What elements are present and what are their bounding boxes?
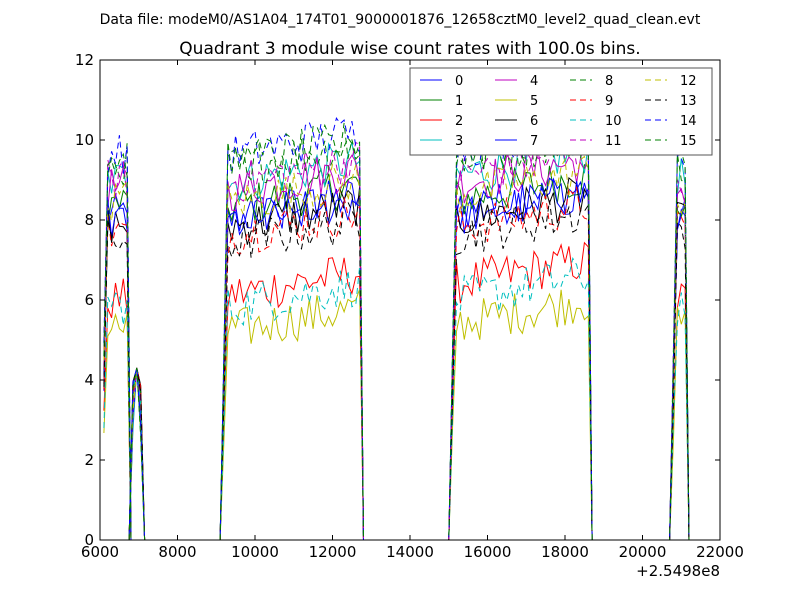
series-line-8 <box>103 122 690 541</box>
legend-label-3: 3 <box>455 134 463 149</box>
legend-label-9: 9 <box>605 94 613 109</box>
series-line-14 <box>103 109 690 541</box>
legend-label-15: 15 <box>680 134 697 149</box>
series-line-2 <box>103 241 690 541</box>
x-tick-label: 12000 <box>309 543 357 561</box>
y-tick-label: 0 <box>84 531 94 549</box>
series-line-4 <box>103 142 690 541</box>
legend-label-11: 11 <box>605 134 622 149</box>
chart-suptitle: Data file: modeM0/AS1A04_174T01_90000018… <box>100 12 701 28</box>
series-line-12 <box>103 155 690 541</box>
x-tick-label: 18000 <box>541 543 589 561</box>
y-tick-label: 4 <box>84 371 94 389</box>
series-line-1 <box>103 164 690 541</box>
legend-label-8: 8 <box>605 74 613 89</box>
x-axis: 6000 8000 10000 12000 14000 16000 18000 20000 22… <box>81 60 744 561</box>
series-line-13 <box>103 200 690 541</box>
plot-lines <box>103 109 690 541</box>
x-tick-label: 14000 <box>386 543 434 561</box>
y-tick-label: 2 <box>84 451 94 469</box>
y-tick-label: 8 <box>84 211 94 229</box>
legend-label-2: 2 <box>455 114 463 129</box>
series-line-15 <box>103 116 690 541</box>
legend-label-10: 10 <box>605 114 622 129</box>
chart-title: Quadrant 3 module wise count rates with … <box>179 39 640 59</box>
y-tick-label: 6 <box>84 291 94 309</box>
series-line-0 <box>103 177 690 541</box>
legend-label-7: 7 <box>530 134 538 149</box>
legend-label-1: 1 <box>455 94 463 109</box>
legend-label-5: 5 <box>530 94 538 109</box>
legend-label-13: 13 <box>680 94 697 109</box>
y-tick-label: 12 <box>75 51 94 69</box>
legend-label-0: 0 <box>455 74 463 89</box>
legend-label-14: 14 <box>680 114 697 129</box>
y-tick-label: 10 <box>75 131 94 149</box>
x-tick-label: 16000 <box>464 543 512 561</box>
series-line-6 <box>103 176 690 541</box>
x-tick-label: 6000 <box>81 543 119 561</box>
legend-label-4: 4 <box>530 74 538 89</box>
x-tick-label: 22000 <box>696 543 744 561</box>
x-tick-label: 10000 <box>231 543 279 561</box>
x-tick-label: 8000 <box>158 543 196 561</box>
legend-label-6: 6 <box>530 114 538 129</box>
series-line-3 <box>103 136 690 541</box>
legend-box <box>409 67 713 156</box>
x-offset-label: +2.5498e8 <box>636 562 720 580</box>
series-line-7 <box>103 177 690 541</box>
series-line-9 <box>103 186 690 541</box>
series-line-10 <box>103 256 690 541</box>
legend-label-12: 12 <box>680 74 697 89</box>
x-tick-label: 20000 <box>619 543 667 561</box>
series-line-5 <box>103 289 690 541</box>
series-line-11 <box>103 140 690 541</box>
